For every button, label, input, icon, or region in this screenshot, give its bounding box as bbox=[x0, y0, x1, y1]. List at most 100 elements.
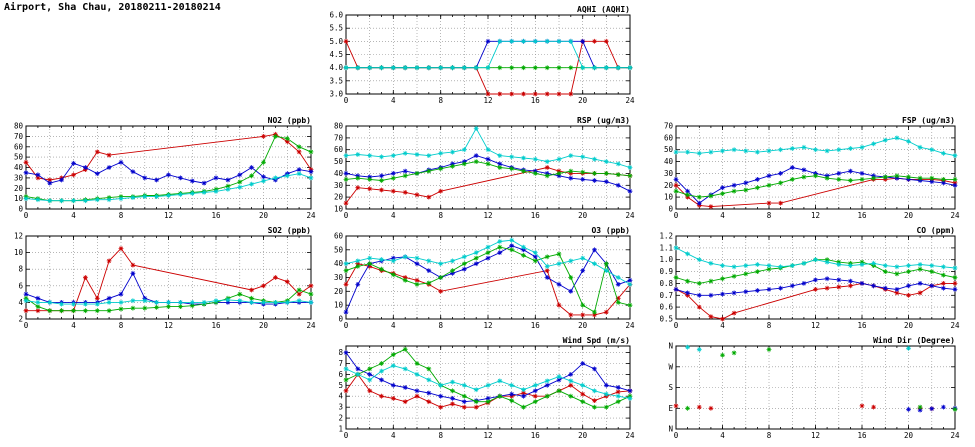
svg-text:20: 20 bbox=[14, 184, 24, 193]
svg-text:8: 8 bbox=[767, 211, 772, 220]
svg-text:24: 24 bbox=[950, 321, 960, 330]
svg-text:12: 12 bbox=[811, 321, 820, 330]
svg-text:12: 12 bbox=[811, 211, 820, 220]
svg-text:4: 4 bbox=[391, 321, 396, 330]
svg-text:SO2 (ppb): SO2 (ppb) bbox=[268, 226, 311, 235]
svg-text:10: 10 bbox=[14, 248, 24, 257]
svg-text:10: 10 bbox=[334, 301, 344, 310]
svg-text:0: 0 bbox=[344, 211, 349, 220]
svg-text:4.0: 4.0 bbox=[329, 63, 343, 72]
svg-text:0: 0 bbox=[674, 321, 679, 330]
svg-text:4: 4 bbox=[338, 392, 343, 401]
svg-text:12: 12 bbox=[811, 431, 820, 440]
svg-text:0.7: 0.7 bbox=[659, 291, 673, 300]
svg-text:30: 30 bbox=[334, 181, 344, 190]
svg-text:FSP (ug/m3): FSP (ug/m3) bbox=[902, 116, 955, 125]
chart-svg: 0 4 8 12 16 20 24 10 20 30 40 50 60 70 80 RSP (ug/m3) bbox=[334, 116, 635, 220]
svg-text:20: 20 bbox=[664, 181, 674, 190]
svg-text:16: 16 bbox=[211, 211, 221, 220]
svg-text:20: 20 bbox=[334, 287, 344, 296]
svg-text:60: 60 bbox=[334, 232, 344, 241]
svg-text:24: 24 bbox=[950, 211, 960, 220]
chart-co: 0 4 8 12 16 20 24 0.5 0.6 0.7 0.8 0.9 1.0 1.1 1.2 CO (p… bbox=[650, 226, 960, 334]
svg-text:16: 16 bbox=[531, 321, 541, 330]
chart-wind-speed: 0 4 8 12 16 20 24 1 2 3 4 5 6 7 8 Wind Spd (m/s) bbox=[320, 335, 635, 444]
svg-text:Wind Dir (Degree): Wind Dir (Degree) bbox=[873, 336, 955, 345]
chart-wind-direction: 0 4 8 12 16 20 24 N E S W N Wind Dir (Degree) bbox=[650, 335, 960, 444]
svg-text:0: 0 bbox=[668, 205, 673, 214]
svg-text:12: 12 bbox=[164, 211, 173, 220]
svg-text:0: 0 bbox=[674, 431, 679, 440]
svg-text:0: 0 bbox=[344, 96, 349, 105]
svg-text:70: 70 bbox=[664, 122, 674, 131]
svg-text:4: 4 bbox=[391, 431, 396, 440]
svg-text:40: 40 bbox=[334, 169, 344, 178]
svg-text:16: 16 bbox=[211, 321, 221, 330]
svg-text:1: 1 bbox=[338, 425, 343, 434]
svg-text:8: 8 bbox=[119, 211, 124, 220]
chart-fsp: 0 4 8 12 16 20 24 0 10 20 30 40 50 60 70 FSP (ug/m3) bbox=[650, 116, 960, 224]
svg-text:5.0: 5.0 bbox=[329, 37, 343, 46]
svg-text:0: 0 bbox=[344, 431, 349, 440]
svg-text:0: 0 bbox=[24, 321, 29, 330]
svg-text:8: 8 bbox=[18, 265, 23, 274]
svg-text:80: 80 bbox=[14, 122, 24, 131]
svg-text:70: 70 bbox=[334, 133, 344, 142]
svg-text:20: 20 bbox=[578, 211, 588, 220]
svg-text:N: N bbox=[668, 342, 673, 351]
svg-text:8: 8 bbox=[438, 96, 443, 105]
svg-text:60: 60 bbox=[14, 142, 24, 151]
chart-svg: 0 4 8 12 16 20 24 0.5 0.6 0.7 0.8 0.9 1.0 1.1 1.2 CO (p… bbox=[659, 226, 960, 330]
svg-text:16: 16 bbox=[857, 431, 867, 440]
svg-text:70: 70 bbox=[14, 132, 24, 141]
svg-text:4: 4 bbox=[18, 298, 23, 307]
svg-text:16: 16 bbox=[857, 321, 867, 330]
svg-text:0: 0 bbox=[344, 321, 349, 330]
svg-text:8: 8 bbox=[338, 348, 343, 357]
svg-text:5.5: 5.5 bbox=[329, 24, 343, 33]
svg-text:12: 12 bbox=[483, 96, 492, 105]
svg-text:NO2 (ppb): NO2 (ppb) bbox=[268, 116, 311, 125]
svg-text:5: 5 bbox=[338, 381, 343, 390]
page-title: Airport, Sha Chau, 20180211-20180214 bbox=[4, 2, 221, 13]
svg-text:4: 4 bbox=[71, 321, 76, 330]
svg-text:8: 8 bbox=[119, 321, 124, 330]
svg-text:24: 24 bbox=[625, 431, 635, 440]
svg-text:0.9: 0.9 bbox=[659, 267, 673, 276]
svg-text:50: 50 bbox=[14, 153, 24, 162]
svg-text:30: 30 bbox=[334, 273, 344, 282]
svg-text:10: 10 bbox=[334, 205, 344, 214]
svg-text:20: 20 bbox=[259, 321, 269, 330]
svg-text:O3 (ppb): O3 (ppb) bbox=[591, 226, 630, 235]
svg-text:N: N bbox=[668, 425, 673, 434]
svg-text:12: 12 bbox=[483, 211, 492, 220]
svg-text:24: 24 bbox=[306, 211, 316, 220]
svg-text:1.2: 1.2 bbox=[659, 232, 673, 241]
svg-text:S: S bbox=[668, 383, 673, 392]
svg-text:20: 20 bbox=[259, 211, 269, 220]
svg-text:8: 8 bbox=[438, 431, 443, 440]
svg-text:0.6: 0.6 bbox=[659, 303, 673, 312]
svg-text:6: 6 bbox=[18, 281, 23, 290]
svg-text:20: 20 bbox=[904, 431, 914, 440]
chart-svg: 0 4 8 12 16 20 24 0 10 20 30 40 50 60 O3 (ppb) bbox=[334, 226, 635, 330]
svg-text:3.0: 3.0 bbox=[329, 90, 343, 99]
svg-text:24: 24 bbox=[950, 431, 960, 440]
svg-text:8: 8 bbox=[767, 321, 772, 330]
svg-text:50: 50 bbox=[334, 245, 344, 254]
svg-text:0: 0 bbox=[24, 211, 29, 220]
svg-text:80: 80 bbox=[334, 122, 344, 131]
chart-aqhi: 0 4 8 12 16 20 24 3.0 3.5 4.0 4.5 5.0 5.5 6.0 AQHI (AQ… bbox=[320, 5, 635, 109]
svg-text:24: 24 bbox=[625, 96, 635, 105]
svg-text:12: 12 bbox=[164, 321, 173, 330]
svg-text:12: 12 bbox=[14, 232, 23, 241]
svg-text:RSP (ug/m3): RSP (ug/m3) bbox=[577, 116, 630, 125]
svg-text:0.8: 0.8 bbox=[659, 279, 673, 288]
svg-text:4: 4 bbox=[391, 96, 396, 105]
chart-svg: 0 4 8 12 16 20 24 N E S W N Wind Dir (Degree) bbox=[668, 335, 960, 440]
svg-text:2: 2 bbox=[18, 315, 23, 324]
chart-rsp: 0 4 8 12 16 20 24 10 20 30 40 50 60 70 80 RSP (ug/m3) bbox=[320, 116, 635, 224]
